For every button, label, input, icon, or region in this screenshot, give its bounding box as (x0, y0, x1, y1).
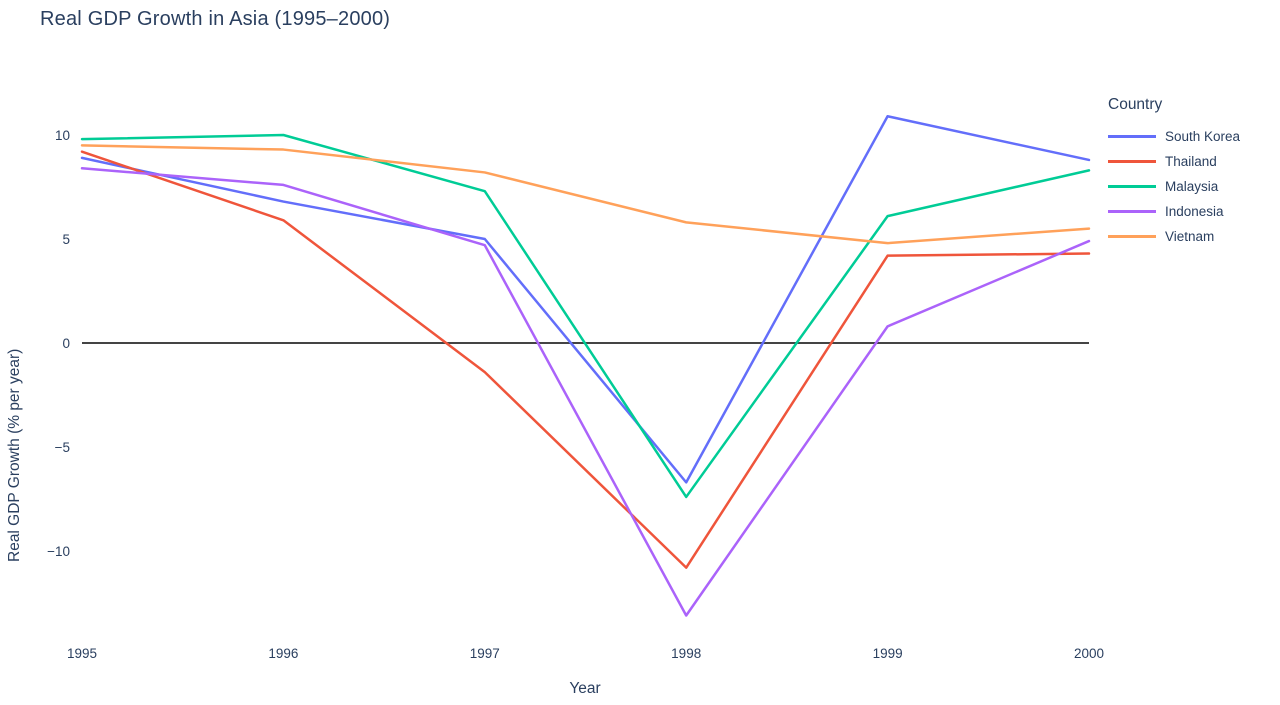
y-tick-label: −10 (47, 544, 70, 559)
legend-title: Country (1108, 96, 1163, 113)
x-tick-label: 1998 (671, 646, 701, 661)
line-south-korea (80, 115, 1091, 484)
legend-item-thailand[interactable]: Thailand (1108, 149, 1240, 174)
x-tick-label: 1999 (873, 646, 903, 661)
legend-item-label: Indonesia (1165, 204, 1224, 219)
legend-items: South Korea Thailand Malaysia Indonesia Viet… (1108, 124, 1240, 249)
legend-item-indonesia[interactable]: Indonesia (1108, 199, 1240, 224)
legend-swatch-icon (1108, 235, 1156, 238)
legend-swatch-icon (1108, 160, 1156, 163)
x-axis-title: Year (569, 680, 601, 697)
x-tick-label: 1995 (67, 646, 97, 661)
y-axis-title: Real GDP Growth (% per year) (6, 348, 23, 562)
chart-title: Real GDP Growth in Asia (1995–2000) (40, 8, 391, 30)
legend-item-label: Malaysia (1165, 179, 1219, 194)
legend-swatch-icon (1108, 135, 1156, 138)
legend-item-label: Vietnam (1165, 229, 1215, 244)
y-tick-label: 5 (62, 232, 70, 247)
line-thailand (80, 150, 1091, 569)
legend-item-label: South Korea (1165, 129, 1241, 144)
x-tick-label: 2000 (1074, 646, 1104, 661)
x-tick-label: 1997 (470, 646, 500, 661)
y-tick-label: −5 (55, 440, 70, 455)
legend-swatch-icon (1108, 210, 1156, 213)
legend-swatch-icon (1108, 185, 1156, 188)
legend: Country South Korea Thailand Malaysia Indon… (1108, 96, 1240, 249)
line-vietnam (80, 144, 1091, 245)
legend-item-malaysia[interactable]: Malaysia (1108, 174, 1240, 199)
x-tick-label: 1996 (268, 646, 298, 661)
legend-item-south-korea[interactable]: South Korea (1108, 124, 1240, 149)
legend-item-label: Thailand (1165, 154, 1217, 169)
line-malaysia (80, 133, 1091, 499)
line-indonesia (80, 167, 1091, 617)
y-tick-label: 10 (55, 128, 70, 143)
legend-item-vietnam[interactable]: Vietnam (1108, 224, 1240, 249)
y-tick-label: 0 (62, 336, 70, 351)
